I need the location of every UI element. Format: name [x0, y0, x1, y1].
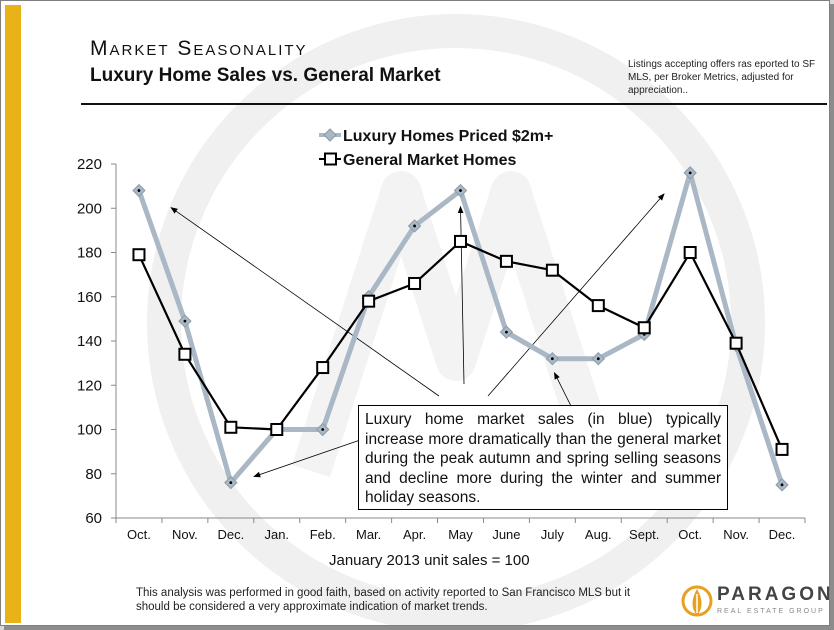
x-tick-label: Feb. [310, 527, 336, 542]
general-point [224, 420, 238, 434]
general-point [316, 361, 330, 375]
luxury-point-center [413, 224, 416, 228]
general-point [499, 254, 513, 268]
luxury-point-center [229, 481, 233, 484]
y-tick-label: 220 [77, 156, 102, 173]
y-tick-label: 60 [85, 510, 102, 527]
general-point [775, 442, 789, 456]
annotation-callout: Luxury home market sales (in blue) typic… [358, 405, 728, 510]
paragon-logo-icon [681, 585, 713, 617]
brand-logo: PARAGON REAL ESTATE GROUP [681, 584, 830, 620]
general-point [683, 246, 697, 259]
y-tick-label: 100 [77, 422, 102, 439]
luxury-point-center [596, 357, 600, 361]
x-tick-label: Apr. [403, 527, 426, 542]
accent-bar [5, 5, 21, 623]
x-tick-label: Nov. [172, 527, 198, 542]
y-tick-label: 180 [77, 245, 102, 262]
legend-label-luxury: Luxury Homes Priced $2m+ [343, 128, 553, 145]
luxury-point-center [459, 189, 462, 192]
luxury-point-center [137, 189, 141, 192]
x-tick-label: Mar. [356, 527, 381, 542]
y-tick-label: 160 [77, 289, 102, 306]
annotation-arrow [554, 372, 572, 407]
x-tick-label: June [492, 527, 520, 542]
frame-shadow-bottom [4, 626, 834, 630]
luxury-point-center [688, 171, 692, 175]
source-note: Listings accepting offers ras eported to… [628, 59, 816, 96]
annotation-arrow [457, 205, 465, 385]
brand-tagline: REAL ESTATE GROUP [717, 608, 825, 615]
general-point [591, 299, 605, 313]
annotation-arrow [253, 437, 367, 478]
title-divider [81, 103, 827, 105]
y-tick-label: 140 [77, 333, 102, 350]
luxury-point-center [183, 319, 187, 323]
general-point [637, 321, 651, 335]
general-point [270, 423, 284, 436]
general-point [362, 294, 376, 308]
x-tick-label: Oct. [678, 527, 702, 542]
legend-label-general: General Market Homes [343, 152, 517, 169]
general-point [408, 276, 422, 290]
luxury-point-center [780, 483, 784, 487]
chart-title: Market Seasonality [90, 37, 308, 60]
y-tick-label: 80 [85, 466, 102, 483]
annotation-arrow [170, 207, 440, 397]
general-point [132, 248, 146, 262]
x-tick-label: Dec. [217, 527, 244, 542]
y-tick-label: 200 [77, 200, 102, 217]
luxury-point-center [505, 330, 508, 334]
x-tick-label: May [448, 527, 473, 542]
x-tick-label: Nov. [723, 527, 749, 542]
x-tick-label: Oct. [127, 527, 151, 542]
general-point [729, 336, 743, 350]
luxury-point-center [550, 357, 554, 361]
legend-marker-luxury [323, 128, 337, 142]
legend-marker-general [324, 152, 337, 166]
general-point [454, 234, 467, 248]
x-tick-label: Aug. [585, 527, 612, 542]
general-point [178, 347, 192, 361]
general-point [545, 263, 559, 277]
frame-shadow-right [830, 4, 834, 630]
x-tick-label: Dec. [769, 527, 796, 542]
chart-subtitle: Luxury Home Sales vs. General Market [90, 65, 441, 86]
x-tick-label: Jan. [264, 527, 289, 542]
y-tick-label: 120 [77, 377, 102, 394]
annotation-arrows [170, 193, 665, 478]
disclaimer-footer: This analysis was performed in good fait… [136, 587, 631, 613]
annotation-arrow [487, 193, 665, 397]
luxury-point-center [321, 428, 325, 431]
x-tick-label: July [541, 527, 565, 542]
x-tick-label: Sept. [629, 527, 659, 542]
caption-text: January 2013 unit sales = 100 [329, 552, 530, 569]
brand-name: PARAGON [717, 584, 830, 605]
